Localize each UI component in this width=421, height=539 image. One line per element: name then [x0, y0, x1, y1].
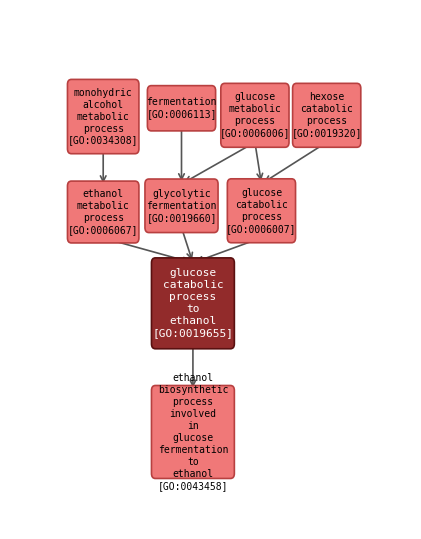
FancyBboxPatch shape: [152, 385, 234, 479]
Text: ethanol
metabolic
process
[GO:0006067]: ethanol metabolic process [GO:0006067]: [68, 189, 139, 235]
Text: glucose
catabolic
process
to
ethanol
[GO:0019655]: glucose catabolic process to ethanol [GO…: [152, 268, 233, 338]
Text: fermentation
[GO:0006113]: fermentation [GO:0006113]: [146, 97, 217, 119]
Text: glucose
catabolic
process
[GO:0006007]: glucose catabolic process [GO:0006007]: [226, 188, 297, 234]
Text: glucose
metabolic
process
[GO:0006006]: glucose metabolic process [GO:0006006]: [220, 92, 290, 139]
FancyBboxPatch shape: [67, 181, 139, 243]
FancyBboxPatch shape: [221, 84, 289, 147]
FancyBboxPatch shape: [227, 179, 296, 243]
FancyBboxPatch shape: [293, 84, 361, 147]
FancyBboxPatch shape: [152, 258, 234, 349]
Text: ethanol
biosynthetic
process
involved
in
glucose
fermentation
to
ethanol
[GO:004: ethanol biosynthetic process involved in…: [158, 373, 228, 491]
Text: hexose
catabolic
process
[GO:0019320]: hexose catabolic process [GO:0019320]: [291, 92, 362, 139]
FancyBboxPatch shape: [67, 79, 139, 154]
FancyBboxPatch shape: [147, 86, 216, 131]
Text: monohydric
alcohol
metabolic
process
[GO:0034308]: monohydric alcohol metabolic process [GO…: [68, 87, 139, 146]
Text: glycolytic
fermentation
[GO:0019660]: glycolytic fermentation [GO:0019660]: [146, 189, 217, 223]
FancyBboxPatch shape: [145, 179, 218, 232]
